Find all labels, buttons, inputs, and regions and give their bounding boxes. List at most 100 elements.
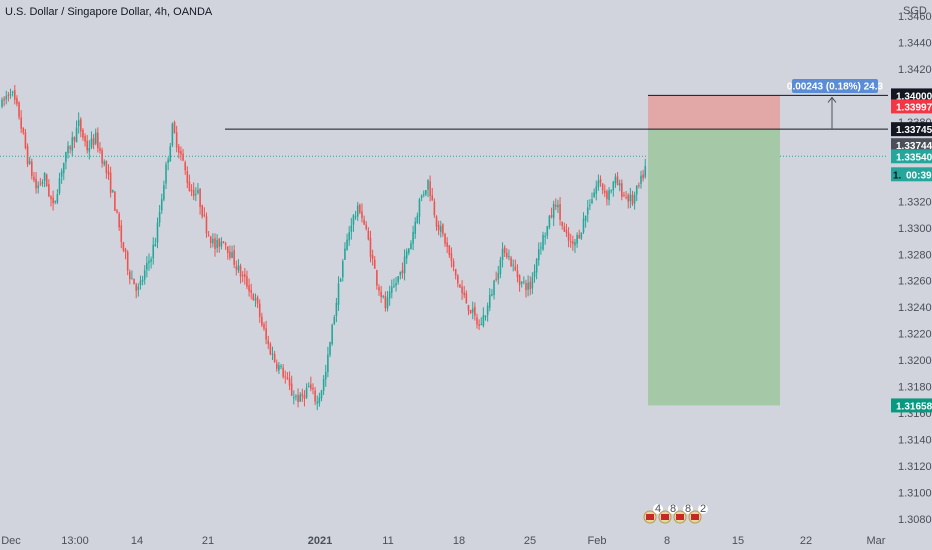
candle-body bbox=[448, 245, 451, 256]
candle-body bbox=[77, 120, 80, 127]
candle-body bbox=[86, 140, 88, 151]
candle-body bbox=[320, 390, 323, 399]
candle-body bbox=[378, 287, 380, 291]
candle-body bbox=[333, 317, 336, 325]
candle-body bbox=[371, 255, 374, 259]
candle-body bbox=[220, 241, 223, 247]
entry-price-badge-text: 1.33744 bbox=[896, 141, 932, 152]
candle-body bbox=[601, 183, 604, 191]
candle-body bbox=[631, 194, 634, 205]
candle-body bbox=[160, 199, 163, 211]
candle-body bbox=[65, 151, 67, 163]
loss-zone[interactable] bbox=[648, 95, 780, 130]
candle-body bbox=[533, 271, 536, 277]
candle-body bbox=[616, 176, 619, 186]
candle-body bbox=[324, 371, 327, 380]
candle-body bbox=[150, 259, 152, 262]
candle-body bbox=[467, 305, 470, 311]
candle-body bbox=[39, 183, 42, 185]
candle-body bbox=[52, 197, 54, 204]
candle-body bbox=[233, 250, 235, 265]
candle-body bbox=[278, 365, 280, 371]
candle-body bbox=[567, 232, 570, 241]
candle-body bbox=[165, 164, 167, 184]
candle-body bbox=[367, 230, 370, 240]
candle-body bbox=[148, 261, 150, 264]
candle-body bbox=[201, 205, 204, 217]
candle-body bbox=[457, 275, 459, 284]
candle-body bbox=[569, 241, 572, 243]
current-price-partial: 1. bbox=[893, 170, 902, 181]
candle-body bbox=[508, 256, 510, 258]
profit-zone[interactable] bbox=[648, 129, 780, 406]
candle-body bbox=[124, 249, 127, 252]
candle-body bbox=[218, 238, 221, 247]
candle-body bbox=[58, 178, 61, 194]
countdown-text: 00:39 bbox=[906, 170, 932, 181]
candle-body bbox=[111, 189, 114, 192]
candle-body bbox=[50, 196, 52, 200]
candle-body bbox=[574, 242, 576, 246]
candle-body bbox=[516, 270, 519, 278]
candle-body bbox=[62, 162, 65, 173]
candle-body bbox=[527, 282, 529, 290]
candle-body bbox=[33, 176, 35, 181]
candle-body bbox=[307, 385, 310, 388]
candle-body bbox=[608, 190, 610, 201]
candle-body bbox=[488, 294, 491, 308]
candle-body bbox=[41, 181, 44, 184]
candle-body bbox=[67, 145, 69, 154]
event-flag-stripes bbox=[661, 514, 669, 520]
candle-body bbox=[395, 283, 397, 286]
candle-body bbox=[339, 279, 342, 282]
candle-body bbox=[429, 181, 431, 197]
candle-body bbox=[597, 180, 600, 187]
x-tick-label: 11 bbox=[382, 535, 393, 547]
candle-body bbox=[71, 137, 74, 151]
event-count-badge bbox=[668, 504, 678, 514]
candle-body bbox=[621, 183, 623, 197]
candle-body bbox=[401, 270, 404, 274]
candle-body bbox=[638, 185, 640, 187]
candle-body bbox=[171, 123, 174, 146]
x-tick-label: 25 bbox=[524, 535, 536, 547]
candle-body bbox=[288, 378, 291, 386]
y-tick-label: 1.34200 bbox=[898, 64, 932, 76]
candle-body bbox=[116, 210, 118, 213]
candle-body bbox=[329, 342, 331, 355]
candle-body bbox=[359, 204, 361, 213]
candle-body bbox=[84, 136, 86, 142]
candle-body bbox=[131, 278, 133, 280]
candle-body bbox=[510, 257, 512, 267]
candle-body bbox=[280, 366, 282, 368]
entry-price-badge bbox=[891, 138, 932, 153]
candle-body bbox=[644, 166, 647, 177]
target-price-badge-text: 1.34000 bbox=[896, 91, 932, 102]
chart-title: U.S. Dollar / Singapore Dollar, 4h, OAND… bbox=[5, 6, 213, 18]
candle-body bbox=[606, 191, 608, 200]
y-tick-label: 1.31800 bbox=[898, 382, 932, 394]
candle-body bbox=[486, 305, 489, 315]
candle-body bbox=[190, 190, 193, 192]
candle-body bbox=[133, 278, 135, 285]
x-tick-label: Feb bbox=[588, 535, 607, 547]
candle-body bbox=[442, 224, 444, 234]
candle-body bbox=[265, 328, 267, 340]
candle-body bbox=[224, 243, 227, 245]
y-tick-label: 1.32200 bbox=[898, 329, 932, 341]
candle-body bbox=[439, 226, 442, 232]
candle-body bbox=[437, 224, 440, 231]
current-price-badge-text: 1.33540 bbox=[896, 152, 932, 163]
candle-body bbox=[312, 387, 314, 390]
candle-body bbox=[101, 149, 103, 164]
candle-body bbox=[384, 296, 387, 309]
candle-body bbox=[31, 161, 33, 177]
candle-body bbox=[563, 226, 566, 232]
candle-body bbox=[197, 189, 199, 194]
candle-body bbox=[229, 251, 231, 258]
candle-body bbox=[535, 259, 538, 273]
candle-body bbox=[376, 270, 378, 286]
candle-body bbox=[327, 354, 329, 373]
candle-body bbox=[399, 271, 402, 276]
